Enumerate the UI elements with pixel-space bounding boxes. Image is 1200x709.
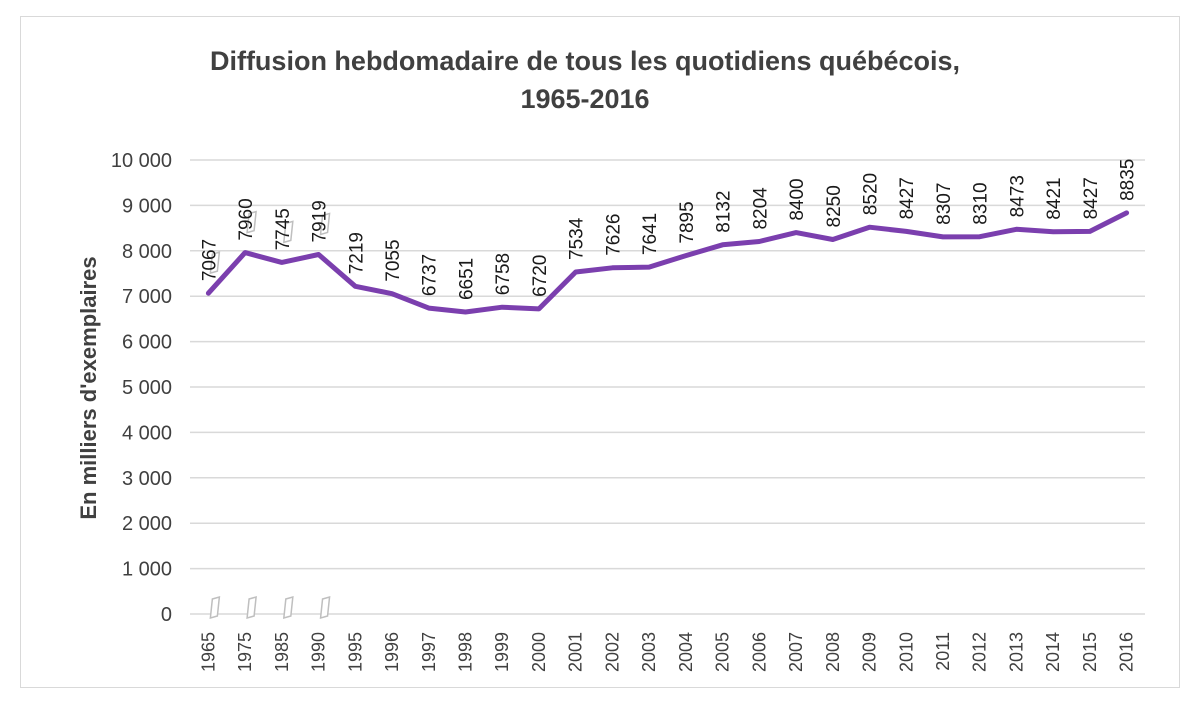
axis-break-icon [282,220,294,244]
x-tick-label: 1998 [455,632,475,672]
x-tick-label: 2006 [749,632,769,672]
axis-break-icon [282,595,294,620]
data-label: 8307 [934,183,955,225]
series-line-path [205,210,1130,315]
x-tick-label: 2008 [823,632,843,672]
data-label: 8204 [750,187,771,230]
data-labels: 7067 7960 7745 7919 7219 7055 6737 6651 6758 6720… [199,159,1138,300]
y-tick-label: 6 000 [122,332,172,354]
x-tick-label: 1995 [345,632,365,672]
x-tick-label: 2007 [786,632,806,672]
x-tick-label: 2004 [676,632,696,672]
axis-break-icon [246,595,257,620]
data-label: 8400 [787,178,808,220]
axis-break-icon [209,595,221,620]
data-label: 7919 [310,200,331,242]
chart-title-line-1: Diffusion hebdomadaire de tous les quoti… [209,46,961,76]
data-label: 8520 [861,173,882,215]
data-label: 8835 [1118,159,1139,201]
y-tick-label: 10 000 [111,150,172,172]
data-label: 6758 [493,253,514,295]
data-label: 7960 [236,198,257,240]
y-axis-label: En milliers d'exemplaires [76,256,101,519]
y-tick-label: 9 000 [122,195,172,217]
x-tick-label: 2011 [933,632,953,671]
y-tick-label: 1 000 [122,559,172,581]
x-tick-label: 2003 [639,632,659,672]
axis-break-icon [319,595,331,620]
data-label: 6720 [530,255,551,297]
x-tick-label: 2014 [1043,632,1063,672]
data-label: 7219 [346,232,367,274]
x-tick-label: 2000 [529,632,549,672]
chart-title-line-2: 1965-2016 [520,84,650,114]
y-tick-label: 3 000 [122,468,172,490]
x-tick-label: 2005 [713,632,733,672]
y-axis: 0 1 000 2 000 3 000 4 000 5 000 6 000 7 000 8 00… [111,150,172,626]
data-label: 8427 [897,177,918,219]
data-label: 7067 [199,239,220,281]
data-label: 7534 [567,217,588,260]
x-tick-label: 2001 [566,632,586,672]
axis-break-icon [246,210,257,234]
data-label: 8310 [971,182,992,224]
y-tick-label: 5 000 [122,377,172,399]
axis-break-marks [209,210,331,620]
x-tick-label: 1965 [198,632,218,672]
x-tick-label: 1996 [382,632,402,672]
data-label: 6737 [420,254,441,296]
x-tick-label: 1997 [419,632,439,672]
x-tick-label: 1999 [492,632,512,672]
data-label: 7895 [677,201,698,243]
axis-break-icon [209,251,221,275]
x-axis: 1965 1975 1985 1990 1995 1996 1997 1998 1999 2000… [198,632,1136,672]
x-tick-label: 2010 [896,632,916,672]
data-label: 8473 [1007,175,1028,217]
y-tick-label: 0 [161,604,172,626]
data-label: 8132 [714,191,735,233]
y-tick-label: 2 000 [122,513,172,535]
x-tick-label: 1985 [272,632,292,672]
axis-break-icon [319,212,331,236]
data-label: 8427 [1081,177,1102,219]
data-label: 7745 [273,208,294,250]
x-tick-label: 2016 [1117,632,1137,672]
data-label: 7055 [383,239,404,281]
data-label: 8250 [824,185,845,227]
x-tick-label: 1975 [235,632,255,672]
x-tick-label: 2009 [860,632,880,672]
data-label: 7641 [640,213,661,255]
gridlines [190,159,1145,615]
x-tick-label: 1990 [309,632,329,672]
data-label: 8421 [1044,177,1065,219]
y-tick-label: 4 000 [122,422,172,444]
series-line [205,210,1130,315]
y-tick-label: 7 000 [122,286,172,308]
x-tick-label: 2013 [1006,632,1026,672]
chart-title: Diffusion hebdomadaire de tous les quoti… [0,42,1170,118]
data-label: 7626 [603,213,624,255]
chart-frame [20,16,1180,688]
data-label: 6651 [456,258,477,300]
x-tick-label: 2002 [602,632,622,672]
x-tick-label: 2012 [970,632,990,672]
x-tick-label: 2015 [1080,632,1100,672]
y-tick-label: 8 000 [122,241,172,263]
